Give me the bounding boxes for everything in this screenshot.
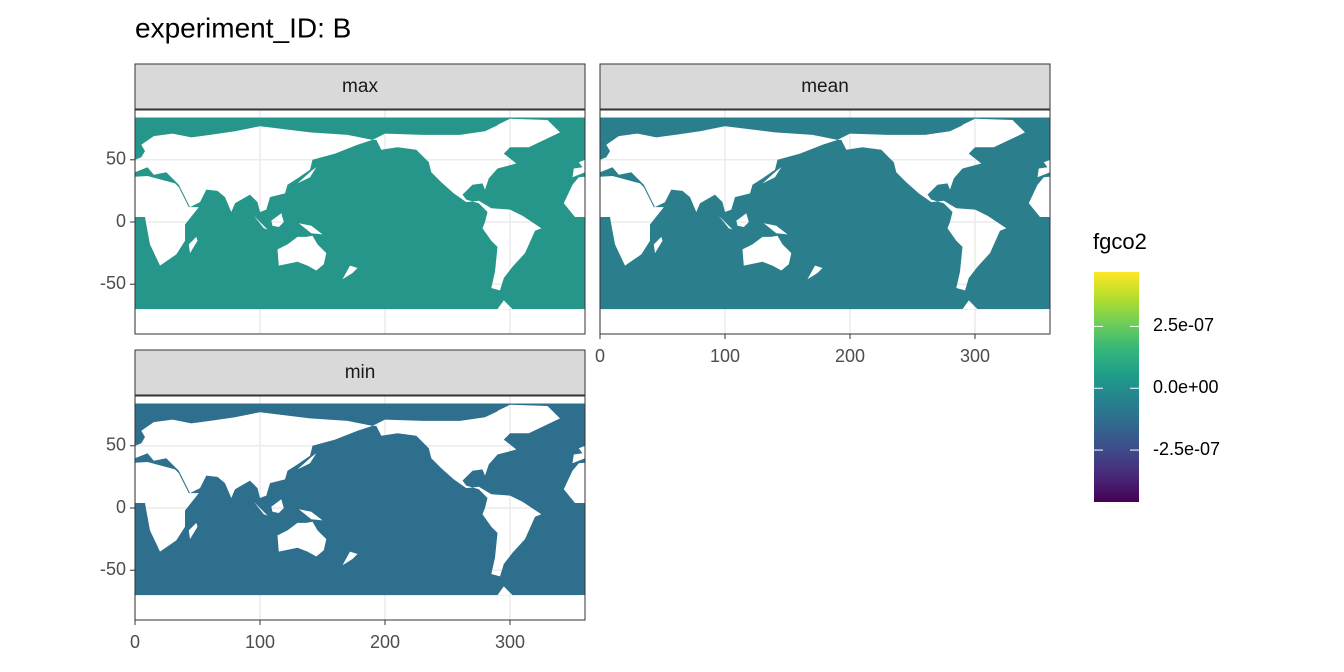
ocean-raster [600,110,1050,334]
facet-strip [599,63,1051,110]
panel-border [599,109,1051,335]
facet-label: max [342,76,378,97]
x-tick-label: 300 [960,346,990,366]
legend-title: fgco2 [1093,229,1147,254]
colorbar [1094,272,1139,502]
ocean-raster [135,396,585,620]
x-tick-label: 0 [595,346,605,366]
y-tick-label: 0 [116,211,126,231]
legend-label: 2.5e-07 [1153,315,1214,335]
x-tick-label: 100 [245,632,275,652]
facet-strip [134,63,586,110]
x-tick-label: 100 [710,346,740,366]
y-tick-label: 50 [106,435,126,455]
x-tick-label: 200 [835,346,865,366]
y-tick-label: 50 [106,149,126,169]
x-tick-label: 0 [130,632,140,652]
legend-label: 0.0e+00 [1153,377,1219,397]
chart-title: experiment_ID: B [135,12,351,43]
facet-strip [134,349,586,396]
facet-label: min [345,362,376,383]
y-tick-label: -50 [100,273,126,293]
ocean-raster [135,110,585,334]
facet-label: mean [801,76,849,97]
x-tick-label: 300 [495,632,525,652]
y-tick-label: 0 [116,497,126,517]
y-tick-label: -50 [100,559,126,579]
x-tick-label: 200 [370,632,400,652]
legend-label: -2.5e-07 [1153,439,1220,459]
